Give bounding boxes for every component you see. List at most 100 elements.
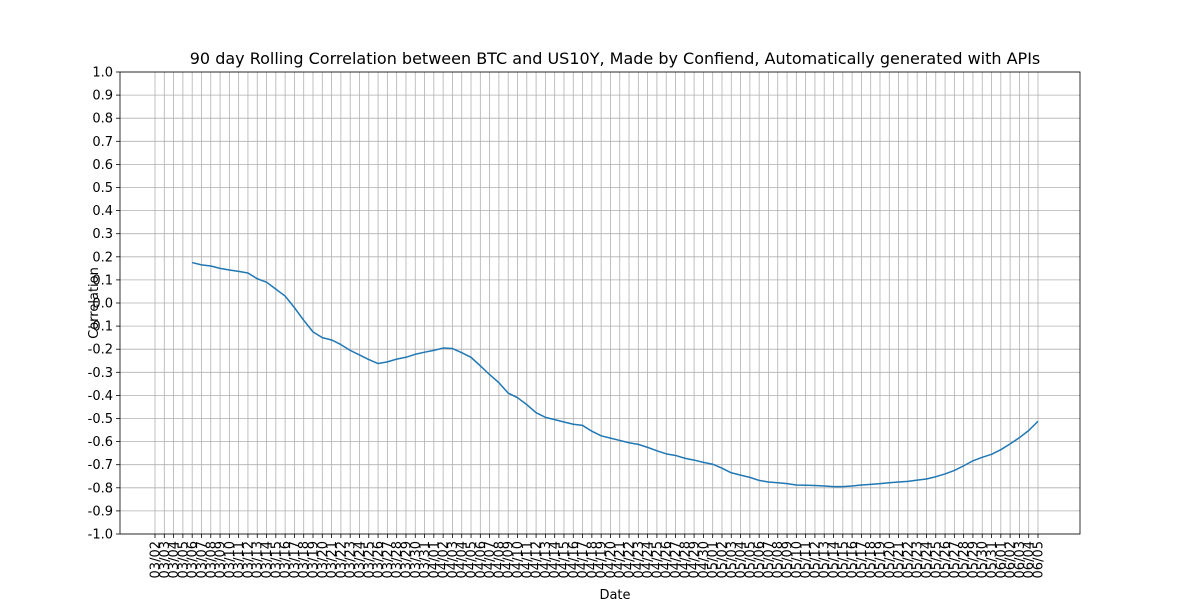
x-tick-label: 04/23 <box>632 541 647 578</box>
x-tick-label: 04/01 <box>427 541 442 578</box>
x-tick-label: 05/14 <box>827 541 842 578</box>
x-tick-label: 03/07 <box>195 541 210 578</box>
x-axis-label: Date <box>599 588 630 600</box>
y-tick-label: -0.8 <box>88 481 113 496</box>
x-tick-label: 05/29 <box>966 541 981 578</box>
x-tick-label: 05/27 <box>948 541 963 578</box>
x-tick-label: 05/11 <box>799 541 814 578</box>
x-tick-label: 03/14 <box>260 541 275 578</box>
y-tick-label: -0.3 <box>88 366 113 381</box>
y-tick-label: 0.2 <box>92 250 113 265</box>
x-tick-label: 06/05 <box>1032 541 1047 578</box>
y-axis-label: Correlation <box>87 267 102 339</box>
x-tick-label: 05/15 <box>836 541 851 578</box>
x-tick-label: 03/06 <box>186 541 201 578</box>
x-tick-label: 05/25 <box>929 541 944 578</box>
y-tick-label: -0.1 <box>88 320 113 335</box>
x-tick-label: 03/17 <box>288 541 303 578</box>
x-tick-label: 06/02 <box>1004 541 1019 578</box>
x-tick-label: 05/07 <box>762 541 777 578</box>
x-tick-label: 03/15 <box>269 541 284 578</box>
x-tick-label: 04/30 <box>697 541 712 578</box>
chart-title: 90 day Rolling Correlation between BTC a… <box>190 49 1041 68</box>
x-tick-label: 06/01 <box>994 541 1009 578</box>
x-tick-label: 04/11 <box>520 541 535 578</box>
x-tick-label: 04/19 <box>595 541 610 578</box>
x-tick-label: 03/20 <box>316 541 331 578</box>
x-tick-label: 03/18 <box>297 541 312 578</box>
x-tick-label: 05/22 <box>901 541 916 578</box>
y-tick-label: 0.0 <box>92 297 113 312</box>
y-tick-label: 0.6 <box>92 158 113 173</box>
x-tick-label: 05/28 <box>957 541 972 578</box>
x-tick-label: 04/25 <box>650 541 665 578</box>
x-tick-label: 04/06 <box>474 541 489 578</box>
x-tick-label: 03/26 <box>372 541 387 578</box>
x-tick-label: 05/04 <box>734 541 749 578</box>
x-tick-label: 05/10 <box>790 541 805 578</box>
x-tick-label: 05/08 <box>771 541 786 578</box>
y-tick-label: 0.3 <box>92 227 113 242</box>
x-tick-label: 03/13 <box>251 541 266 578</box>
x-tick-label: 05/23 <box>911 541 926 578</box>
x-tick-label: 03/28 <box>390 541 405 578</box>
x-tick-label: 03/05 <box>176 541 191 578</box>
x-tick-label: 04/13 <box>539 541 554 578</box>
x-tick-label: 05/06 <box>753 541 768 578</box>
x-tick-label: 03/03 <box>158 541 173 578</box>
marks <box>191 261 1039 488</box>
x-tick-label: 03/21 <box>325 541 340 578</box>
x-tick-label: 04/28 <box>678 541 693 578</box>
x-tick-label: 05/24 <box>920 541 935 578</box>
y-tick-label: -0.6 <box>88 435 113 450</box>
x-tick-label: 03/16 <box>279 541 294 578</box>
x-tick-label: 03/19 <box>307 541 322 578</box>
x-tick-label: 05/03 <box>725 541 740 578</box>
x-tick-label: 03/08 <box>204 541 219 578</box>
x-tick-label: 06/03 <box>1013 541 1028 578</box>
x-tick-label: 03/04 <box>167 541 182 578</box>
x-tick-label: 05/17 <box>855 541 870 578</box>
x-tick-label: 05/26 <box>939 541 954 578</box>
x-tick-label: 04/02 <box>437 541 452 578</box>
x-tick-label: 05/16 <box>846 541 861 578</box>
y-tick-label: -1.0 <box>88 528 113 543</box>
y-tick-label: -0.2 <box>88 343 113 358</box>
x-tick-label: 05/02 <box>715 541 730 578</box>
x-tick-label: 04/12 <box>530 541 545 578</box>
x-tick-label: 03/22 <box>334 541 349 578</box>
x-tick-label: 04/05 <box>465 541 480 578</box>
x-tick-label: 04/04 <box>455 541 470 578</box>
x-tick-label: 03/24 <box>353 541 368 578</box>
y-tick-label: 0.8 <box>92 112 113 127</box>
x-tick-label: 04/14 <box>548 541 563 578</box>
y-tick-label: 0.4 <box>92 204 113 219</box>
x-tick-label: 04/15 <box>557 541 572 578</box>
x-tick-label: 04/10 <box>511 541 526 578</box>
x-tick-label: 05/31 <box>985 541 1000 578</box>
x-tick-label: 03/30 <box>409 541 424 578</box>
x-tick-label: 03/31 <box>418 541 433 578</box>
x-tick-label: 03/27 <box>381 541 396 578</box>
x-tick-label: 03/09 <box>214 541 229 578</box>
y-tick-label: 0.7 <box>92 135 113 150</box>
x-tick-label: 05/13 <box>818 541 833 578</box>
x-tick-label: 04/09 <box>502 541 517 578</box>
x-tick-label: 05/19 <box>873 541 888 578</box>
x-tick-label: 04/20 <box>604 541 619 578</box>
x-tick-label: 03/29 <box>399 541 414 578</box>
y-tick-label: 0.1 <box>92 273 113 288</box>
x-tick-label: 05/01 <box>706 541 721 578</box>
x-tick-label: 05/20 <box>883 541 898 578</box>
y-tick-label: 0.9 <box>92 89 113 104</box>
x-tick-label: 04/08 <box>492 541 507 578</box>
x-tick-label: 04/27 <box>669 541 684 578</box>
x-tick-label: 04/22 <box>623 541 638 578</box>
y-tick-label: 0.5 <box>92 181 113 196</box>
y-tick-label: 1.0 <box>92 66 113 81</box>
y-tick-label: -0.5 <box>88 412 113 427</box>
x-tick-label: 03/25 <box>362 541 377 578</box>
x-tick-label: 04/16 <box>567 541 582 578</box>
x-tick-label: 05/30 <box>976 541 991 578</box>
